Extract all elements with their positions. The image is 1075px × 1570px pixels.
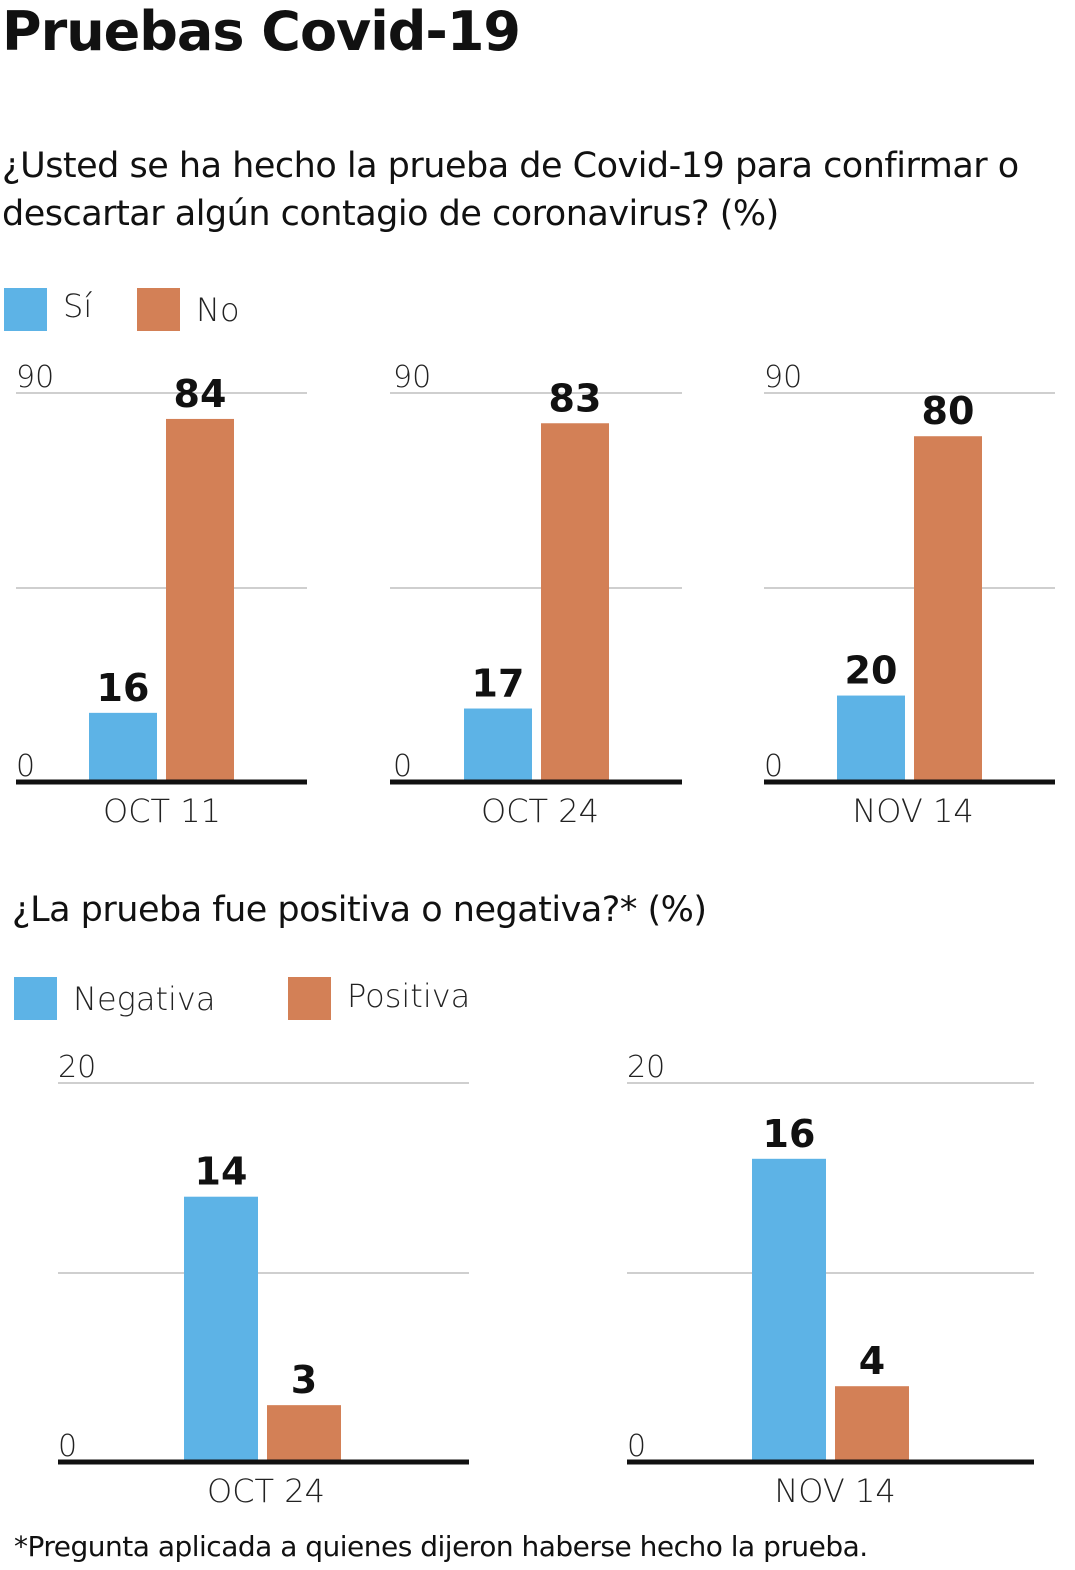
bar-first-series [752,1158,826,1462]
legend-label-negativa: Negativa [73,979,216,1018]
legend-label-positiva: Positiva [347,976,471,1015]
footnote: *Pregunta aplicada a quienes dijeron hab… [14,1530,868,1563]
y-tick-label-zero: 0 [58,1429,77,1464]
y-tick-label-max: 90 [764,360,802,395]
data-label: 80 [922,389,975,433]
legend-label-si: Sí [63,286,93,325]
data-label: 16 [97,666,150,710]
data-label: 3 [291,1358,317,1402]
bar-second-series [541,423,609,782]
legend-item-positiva: Positiva [288,977,470,1020]
data-label: 14 [195,1150,248,1194]
legend-swatch-no [137,288,180,331]
question-result: ¿La prueba fue positiva o negativa?* (%) [12,890,707,930]
legend-swatch-si [4,288,47,331]
bar-charts: 90 0 16 84 OCT 11 90 0 17 83 OCT 24 90 0 20 80 NOV 14 2… [16,360,1055,1510]
data-label: 16 [763,1112,816,1156]
bar-first-series [184,1196,258,1462]
legend-label-no: No [196,290,240,329]
question-tested: ¿Usted se ha hecho la prueba de Covid-19… [2,146,1019,234]
x-tick-label: NOV 14 [852,792,973,830]
y-tick-label-max: 20 [58,1050,96,1085]
legend-item-negativa: Negativa [14,977,215,1020]
y-tick-label-zero: 0 [16,749,35,784]
bar-first-series [89,712,157,782]
y-tick-label-max: 20 [627,1050,665,1085]
data-label: 83 [549,376,602,420]
y-tick-label-max: 90 [393,360,431,395]
data-label: 20 [845,649,898,693]
y-tick-label-max: 90 [16,360,54,395]
legend-swatch-negativa [14,977,57,1020]
legend-swatch-positiva [288,977,331,1020]
bar-first-series [464,708,532,782]
legend-item-no: No [137,288,240,331]
legend-item-si: Sí [4,286,93,331]
bar-second-series [835,1386,909,1462]
bar-second-series [166,418,234,782]
bar-second-series [914,436,982,782]
x-tick-label: NOV 14 [774,1472,895,1510]
page-title: Pruebas Covid-19 [2,0,521,63]
data-label: 17 [472,662,525,706]
data-label: 4 [859,1339,885,1383]
x-tick-label: OCT 24 [481,792,599,830]
y-tick-label-zero: 0 [764,749,783,784]
y-tick-label-zero: 0 [393,749,412,784]
bar-second-series [267,1405,341,1462]
y-tick-label-zero: 0 [627,1429,646,1464]
x-tick-label: OCT 24 [207,1472,325,1510]
bar-first-series [837,695,905,782]
data-label: 84 [174,372,227,416]
x-tick-label: OCT 11 [103,792,221,830]
